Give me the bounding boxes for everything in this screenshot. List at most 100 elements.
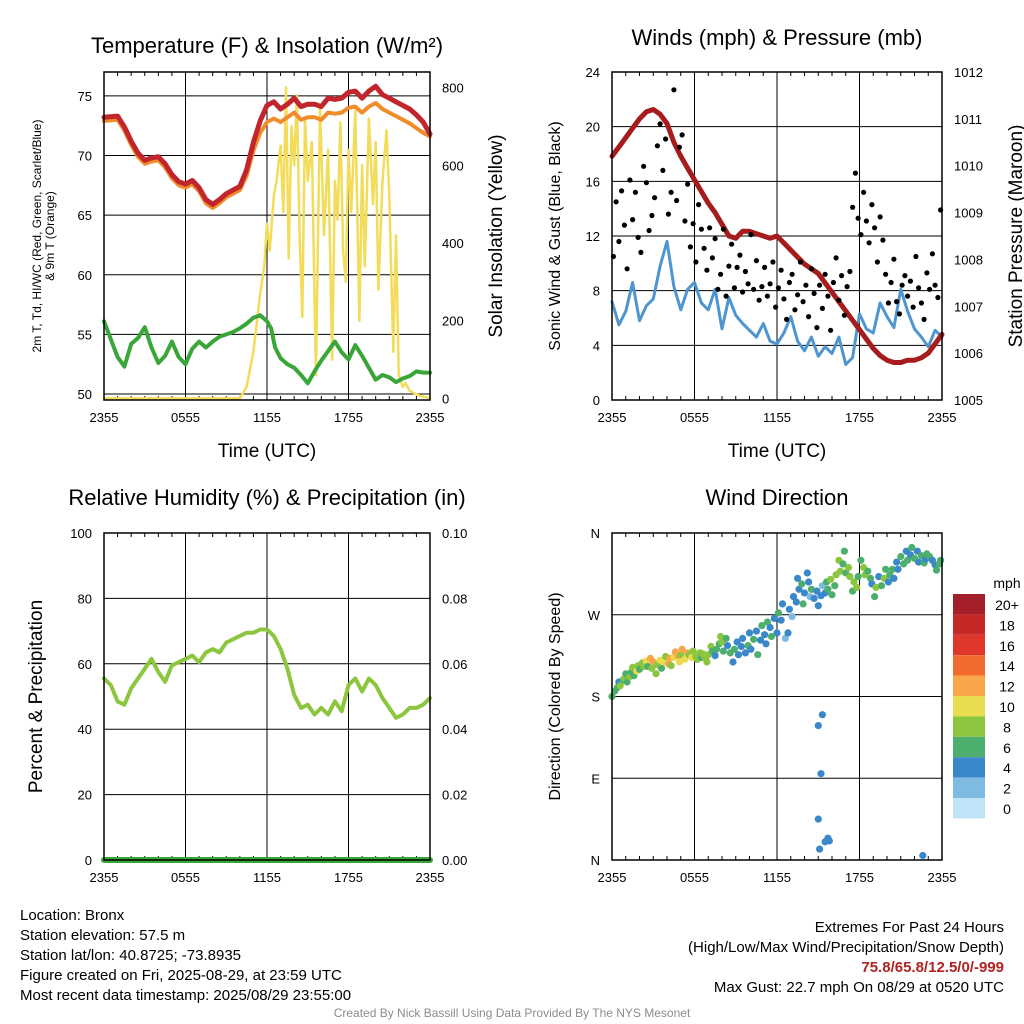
direction-point [854,573,862,581]
y-tick-label: 55 [78,327,92,342]
figure-created: Figure created on Fri, 2025-08-29, at 23… [20,967,342,984]
legend-label: 4 [1003,760,1011,776]
direction-point [877,582,886,590]
gust-point [740,289,746,295]
x-axis-label: Time (UTC) [218,441,317,462]
gust-point [663,136,669,142]
gust-point [817,282,823,288]
gust-point [861,189,867,195]
direction-point [777,616,785,624]
direction-point [677,651,685,659]
direction-point [734,651,743,659]
gust-point [723,293,729,299]
x-tick-label: 1755 [334,410,363,425]
legend-swatch [953,716,985,737]
y2-tick-label: 1005 [954,393,983,408]
y-axis-label: Direction (Colored By Speed) [547,592,564,800]
gust-point [822,271,828,277]
gust-point [701,245,707,251]
direction-point [784,629,792,637]
direction-point [810,594,818,603]
x-tick-label: 0555 [680,870,709,885]
gust-point [880,237,886,243]
station-latlon: Station lat/lon: 40.8725; -73.8935 [20,947,242,964]
direction-point [756,636,765,644]
direction-point [814,722,822,730]
direction-point [788,613,796,621]
direction-point [766,623,774,632]
direction-point [872,583,880,592]
gust-point [803,282,809,288]
legend-swatch [953,614,985,635]
direction-point [846,573,854,581]
y-tick-label: S [591,690,600,705]
y-tick-label: 75 [78,89,92,104]
legend-label: 20+ [995,597,1019,613]
gust-point [877,214,883,220]
gust-point [830,279,837,286]
gust-point [844,284,850,290]
y-tick-label: 4 [593,338,600,353]
y2-tick-label: 800 [442,81,464,96]
y2-tick-label: 0.00 [442,853,467,868]
gust-point [775,285,782,291]
y-tick-label: 24 [586,65,600,80]
gust-point [814,325,820,331]
direction-point [730,645,739,653]
gust-point [852,170,859,176]
y2-tick-label: 400 [442,236,464,251]
direction-point [825,837,833,845]
gust-point [630,217,636,223]
legend-swatch [953,655,985,676]
legend-label: 2 [1003,781,1011,797]
gust-point [726,263,732,269]
gust-point [676,144,683,150]
gust-point [883,271,889,277]
gust-point [932,282,938,288]
y2-tick-label: 0 [442,391,449,406]
gust-point [641,163,647,169]
gust-point [635,234,641,240]
gust-point [690,221,696,227]
gust-point [709,255,716,261]
gust-point [613,199,619,205]
gust-point [745,281,751,287]
x-tick-label: 1155 [763,870,791,885]
gust-point [759,284,765,290]
extremes-values: 75.8/65.8/12.5/0/-999 [861,959,1004,976]
gust-point [839,273,845,279]
y-tick-label: 0 [85,853,92,868]
legend-swatch [953,757,985,778]
direction-point [897,553,905,561]
gust-point [910,304,916,310]
gust-point [657,121,663,127]
direction-point [807,585,816,593]
gust-point [792,307,798,313]
direction-point [729,658,737,666]
direction-point [792,598,800,606]
y2-tick-label: 1009 [954,206,983,221]
x-tick-label: 0555 [171,870,200,885]
gust-point [924,270,930,276]
extremes-subtitle: (High/Low/Max Wind/Precipitation/Snow De… [688,939,1004,956]
y-tick-label: N [591,526,600,541]
x-axis-label: Time (UTC) [728,441,827,462]
direction-point [733,638,741,646]
direction-point [857,556,865,564]
station-info: Location: Bronx Station elevation: 57.5 … [20,906,351,1006]
direction-point [722,634,730,643]
direction-point [767,632,776,641]
x-tick-label: 1755 [845,870,874,885]
legend-swatch [953,736,985,758]
y-axis-label: Percent & Precipitation [26,600,47,793]
y-tick-label: 40 [78,722,92,737]
x-tick-label: 0555 [171,410,200,425]
extremes-title: Extremes For Past 24 Hours [814,919,1004,936]
gust-point [913,253,919,260]
direction-point [739,634,747,643]
gust-point [891,256,897,262]
y2-tick-label: 1006 [954,346,983,361]
x-tick-label: 1155 [253,870,281,885]
gust-point [786,279,793,286]
direction-point [824,585,832,593]
